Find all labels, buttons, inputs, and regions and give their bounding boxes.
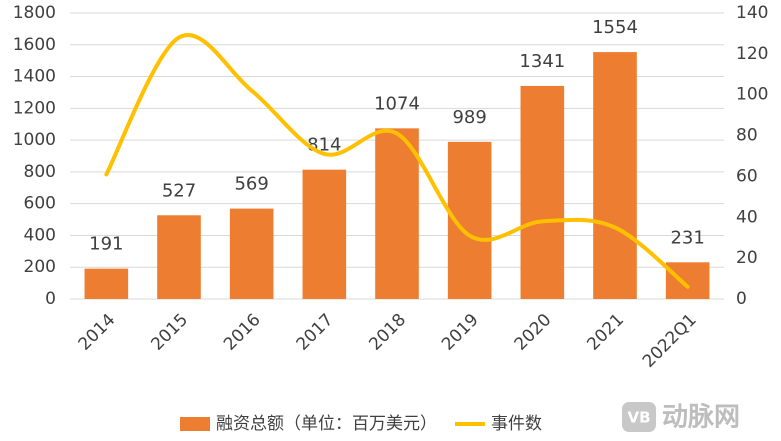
y-tick-label: 1200 — [13, 98, 56, 118]
y-tick-label: 1000 — [13, 130, 56, 150]
x-tick-label: 2014 — [75, 310, 120, 355]
x-tick-label: 2022Q1 — [639, 310, 701, 372]
data-label: 231 — [670, 227, 704, 248]
y-tick-label: 600 — [24, 194, 56, 214]
bar — [157, 215, 201, 299]
y-tick-label: 1600 — [13, 35, 56, 55]
y-tick-label: 1800 — [13, 3, 56, 23]
watermark: VB 动脉网 — [622, 402, 740, 433]
legend-label: 事件数 — [491, 414, 542, 434]
y-tick-label: 0 — [45, 289, 56, 309]
data-label: 527 — [162, 180, 196, 201]
y2-tick-label: 100 — [736, 85, 768, 105]
data-label: 989 — [452, 107, 486, 128]
y-tick-label: 200 — [24, 257, 56, 277]
x-tick-label: 2018 — [365, 310, 410, 355]
legend-label: 融资总额（单位：百万美元） — [216, 414, 437, 434]
y-tick-label: 1400 — [13, 67, 56, 87]
data-label: 569 — [234, 174, 268, 195]
data-label: 1341 — [519, 51, 565, 72]
y2-tick-label: 120 — [736, 44, 768, 64]
y2-tick-label: 40 — [736, 207, 758, 227]
y2-tick-label: 0 — [736, 289, 747, 309]
x-tick-label: 2020 — [511, 310, 556, 355]
bar — [593, 52, 637, 299]
data-label: 191 — [89, 234, 123, 255]
y-tick-label: 400 — [24, 225, 56, 245]
bar — [302, 169, 347, 299]
data-label: 1554 — [592, 17, 638, 38]
bar — [229, 208, 274, 299]
bar — [665, 262, 710, 299]
y2-tick-label: 140 — [736, 3, 768, 23]
x-tick-label: 2016 — [220, 310, 265, 355]
x-tick-label: 2019 — [438, 310, 483, 355]
watermark-logo — [622, 402, 656, 432]
y2-tick-label: 60 — [736, 166, 758, 186]
y2-tick-label: 80 — [736, 126, 758, 146]
watermark-text: 动脉网 — [662, 403, 740, 433]
x-tick-label: 2017 — [293, 310, 338, 355]
bar — [375, 128, 419, 299]
data-label: 1074 — [374, 93, 420, 114]
bar — [84, 268, 129, 299]
x-tick-label: 2015 — [147, 310, 192, 355]
bar — [520, 85, 565, 300]
legend-swatch — [180, 417, 210, 431]
x-tick-label: 2021 — [583, 310, 628, 355]
y2-tick-label: 20 — [736, 248, 758, 268]
watermark-logo-text: VB — [627, 409, 650, 427]
y-tick-label: 800 — [24, 162, 56, 182]
line — [104, 33, 690, 289]
